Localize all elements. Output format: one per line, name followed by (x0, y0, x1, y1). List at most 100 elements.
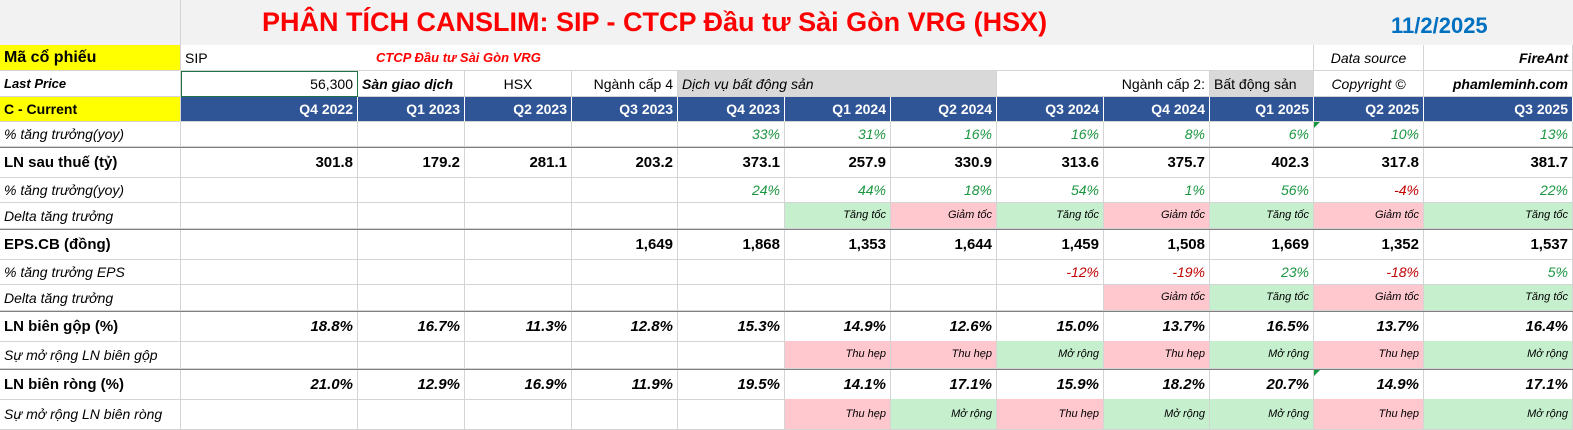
quarter-header[interactable]: Q3 2025 (1424, 97, 1573, 122)
data-cell[interactable]: 12.6% (891, 312, 997, 342)
data-cell[interactable]: Mở rộng (1424, 399, 1573, 430)
data-cell[interactable]: 15.3% (678, 312, 785, 342)
row-label[interactable]: Delta tăng trưởng (0, 285, 181, 311)
lastprice-label[interactable]: Last Price (0, 71, 181, 97)
data-cell[interactable]: 15.9% (997, 370, 1104, 400)
data-cell[interactable]: 6% (1210, 122, 1314, 147)
datasource-value[interactable]: FireAnt (1424, 45, 1573, 71)
quarter-header[interactable]: Q3 2024 (997, 97, 1104, 122)
data-cell[interactable]: Tăng tốc (1424, 285, 1573, 311)
data-cell[interactable]: 22% (1424, 177, 1573, 203)
data-cell[interactable]: 21.0% (181, 370, 358, 400)
data-cell[interactable] (181, 341, 358, 369)
ticker-label[interactable]: Mã cổ phiếu (0, 45, 181, 71)
data-cell[interactable]: Tăng tốc (1210, 285, 1314, 311)
data-cell[interactable]: -4% (1314, 177, 1424, 203)
data-cell[interactable]: 10% (1314, 122, 1424, 147)
data-cell[interactable]: 14.9% (785, 312, 891, 342)
data-cell[interactable]: 16% (891, 122, 997, 147)
data-cell[interactable]: 13% (1424, 122, 1573, 147)
data-cell[interactable]: 317.8 (1314, 148, 1424, 178)
data-cell[interactable] (181, 203, 358, 229)
data-cell[interactable]: 16% (997, 122, 1104, 147)
data-cell[interactable]: Giảm tốc (891, 203, 997, 229)
data-cell[interactable] (358, 341, 465, 369)
row-label[interactable]: LN biên ròng (%) (0, 370, 181, 400)
quarter-header[interactable]: Q1 2023 (358, 97, 465, 122)
data-cell[interactable]: 1,352 (1314, 230, 1424, 260)
data-cell[interactable]: 203.2 (572, 148, 678, 178)
data-cell[interactable]: 301.8 (181, 148, 358, 178)
data-cell[interactable] (465, 122, 572, 147)
data-cell[interactable]: Thu hẹp (891, 341, 997, 369)
data-cell[interactable]: 11.9% (572, 370, 678, 400)
sector2-label[interactable]: Ngành cấp 2: (997, 71, 1210, 97)
data-cell[interactable]: 1,644 (891, 230, 997, 260)
data-cell[interactable]: 1,508 (1104, 230, 1210, 260)
data-cell[interactable] (181, 399, 358, 430)
data-cell[interactable]: 31% (785, 122, 891, 147)
data-cell[interactable] (465, 285, 572, 311)
quarter-header[interactable]: Q4 2024 (1104, 97, 1210, 122)
data-cell[interactable]: Mở rộng (1210, 341, 1314, 369)
sector2-value[interactable]: Bất động sản (1210, 71, 1314, 97)
data-cell[interactable]: 17.1% (1424, 370, 1573, 400)
data-cell[interactable]: 257.9 (785, 148, 891, 178)
data-cell[interactable]: 375.7 (1104, 148, 1210, 178)
data-cell[interactable]: 373.1 (678, 148, 785, 178)
data-cell[interactable] (891, 285, 997, 311)
row-label[interactable]: EPS.CB (đồng) (0, 230, 181, 260)
data-cell[interactable]: Tăng tốc (785, 203, 891, 229)
data-cell[interactable]: 1,459 (997, 230, 1104, 260)
data-cell[interactable]: 16.4% (1424, 312, 1573, 342)
data-cell[interactable] (572, 341, 678, 369)
data-cell[interactable]: 15.0% (997, 312, 1104, 342)
data-cell[interactable] (785, 259, 891, 285)
data-cell[interactable]: 14.1% (785, 370, 891, 400)
data-cell[interactable] (465, 230, 572, 260)
data-cell[interactable]: -19% (1104, 259, 1210, 285)
data-cell[interactable] (465, 399, 572, 430)
data-cell[interactable] (678, 203, 785, 229)
data-cell[interactable] (997, 285, 1104, 311)
data-cell[interactable]: 54% (997, 177, 1104, 203)
data-cell[interactable] (678, 259, 785, 285)
data-cell[interactable]: Thu hẹp (1314, 399, 1424, 430)
data-cell[interactable]: 11.3% (465, 312, 572, 342)
data-cell[interactable]: 313.6 (997, 148, 1104, 178)
data-cell[interactable] (572, 399, 678, 430)
data-cell[interactable]: 12.8% (572, 312, 678, 342)
data-cell[interactable]: Mở rộng (997, 341, 1104, 369)
quarter-header[interactable]: Q2 2023 (465, 97, 572, 122)
sector4-value[interactable]: Dịch vụ bất động sản (678, 71, 997, 97)
data-cell[interactable]: Tăng tốc (997, 203, 1104, 229)
quarter-header[interactable]: Q4 2023 (678, 97, 785, 122)
data-cell[interactable]: Giảm tốc (1314, 203, 1424, 229)
data-cell[interactable]: Thu hẹp (997, 399, 1104, 430)
data-cell[interactable]: Thu hẹp (785, 341, 891, 369)
data-cell[interactable]: 44% (785, 177, 891, 203)
exchange-label[interactable]: Sàn giao dịch (358, 71, 465, 97)
data-cell[interactable]: Mở rộng (891, 399, 997, 430)
data-cell[interactable]: 17.1% (891, 370, 997, 400)
data-cell[interactable] (891, 259, 997, 285)
data-cell[interactable]: 402.3 (1210, 148, 1314, 178)
data-cell[interactable]: 13.7% (1104, 312, 1210, 342)
data-cell[interactable]: -18% (1314, 259, 1424, 285)
current-header-label[interactable]: C - Current (0, 97, 181, 122)
data-cell[interactable] (572, 203, 678, 229)
data-cell[interactable]: 24% (678, 177, 785, 203)
data-cell[interactable]: Thu hẹp (1104, 341, 1210, 369)
ticker-value[interactable]: SIP (181, 45, 360, 71)
data-cell[interactable]: 13.7% (1314, 312, 1424, 342)
data-cell[interactable]: 20.7% (1210, 370, 1314, 400)
data-cell[interactable] (358, 203, 465, 229)
data-cell[interactable]: 19.5% (678, 370, 785, 400)
data-cell[interactable]: 16.9% (465, 370, 572, 400)
data-cell[interactable] (572, 177, 678, 203)
data-cell[interactable] (181, 122, 358, 147)
data-cell[interactable]: 179.2 (358, 148, 465, 178)
data-cell[interactable] (358, 177, 465, 203)
data-cell[interactable]: Giảm tốc (1314, 285, 1424, 311)
data-cell[interactable]: 281.1 (465, 148, 572, 178)
